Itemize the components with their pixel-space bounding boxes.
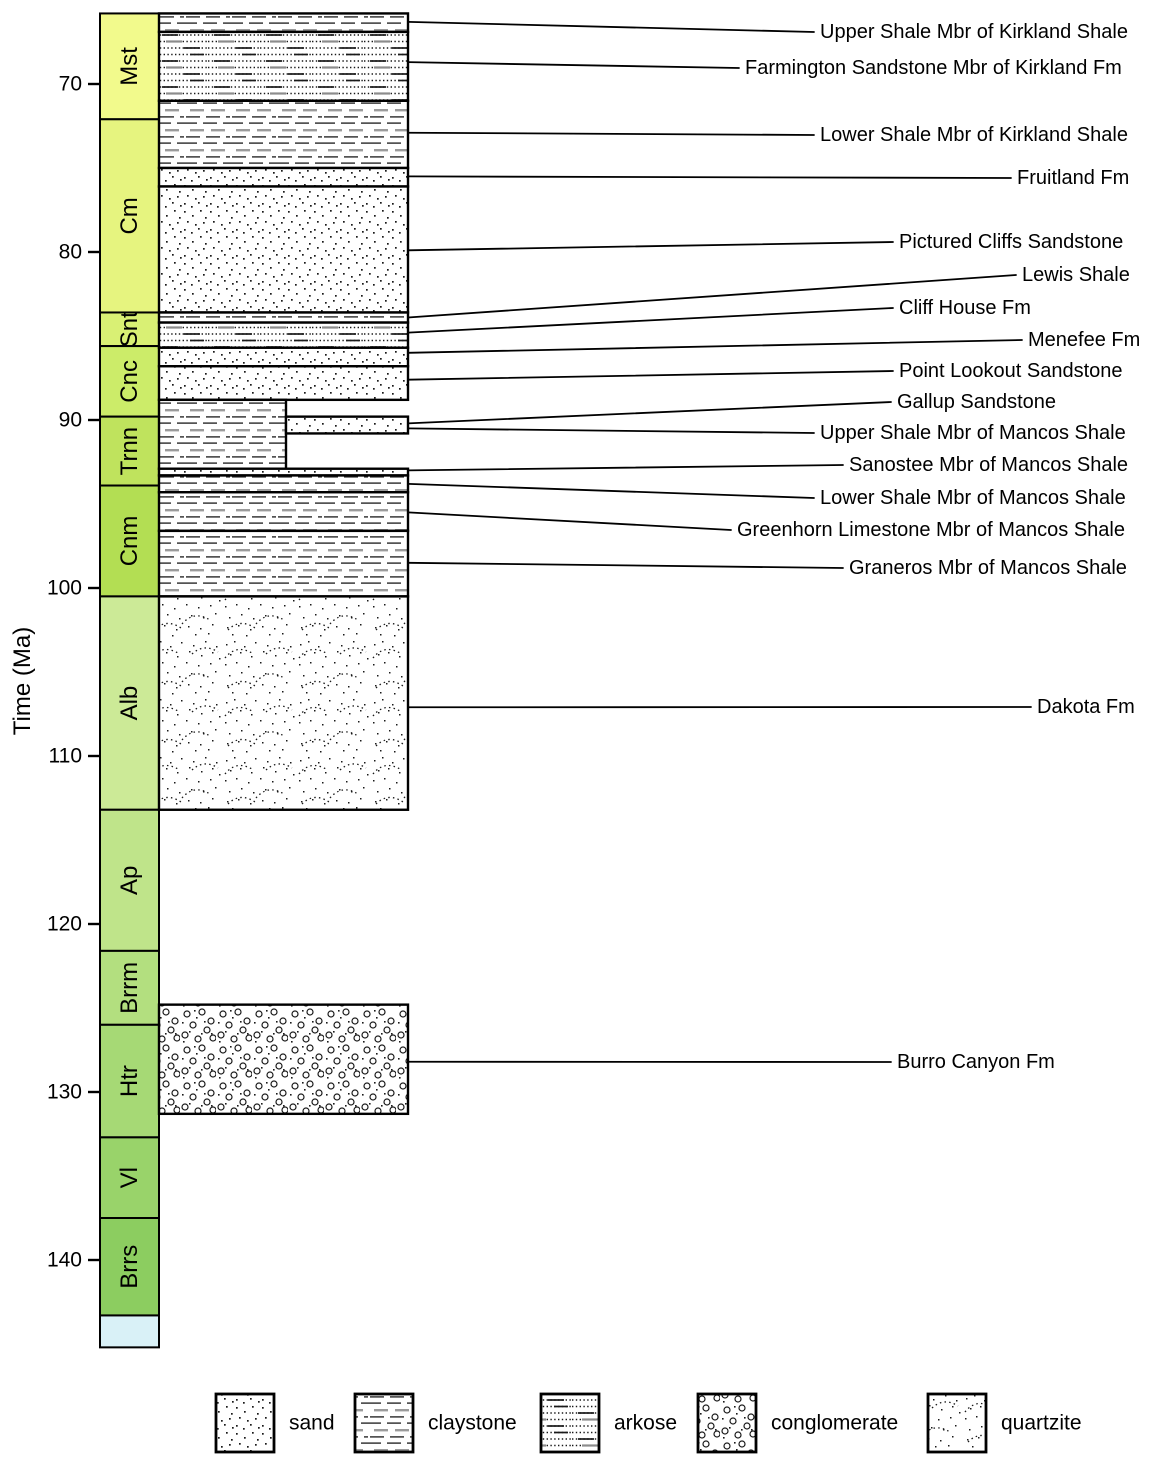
legend-swatch-conglomerate [696,1392,758,1454]
legend-label: conglomerate [771,1412,898,1435]
legend: sand claystone arkose conglomerate quartzite [214,1392,1082,1454]
lithology-box-claystone [157,529,410,598]
lithology-box-claystone [157,12,410,34]
leader-line [407,175,1012,179]
stage-label: Snt [116,311,143,347]
leader-line [407,131,815,136]
stage-label: Htr [116,1065,143,1097]
leader-line [407,482,815,499]
formation-label: Dakota Fm [1037,696,1135,718]
lithology-box-sand [157,166,410,188]
y-axis-title: Time (Ma) [9,627,36,735]
lithology-box-sand [284,415,410,435]
lithology-box-arkose [157,321,410,349]
stage-band [99,1314,160,1349]
axis-tick-label: 70 [59,73,82,96]
formation-label: Upper Shale Mbr of Mancos Shale [820,422,1126,444]
stage-label: Alb [116,686,143,721]
axis-tick-label: 140 [47,1249,82,1272]
stage-band [99,1136,160,1219]
stage-label: Cnm [116,516,143,567]
leader-line [407,274,1017,319]
formation-label: Menefee Fm [1028,329,1140,351]
leader-lines [407,20,1032,1063]
leader-line [407,464,844,472]
stage-label: Mst [116,47,143,86]
lithology-box-claystone [157,398,288,470]
stage-label: Brrm [116,962,143,1014]
stage-label: Vl [116,1167,143,1188]
leader-line [407,511,732,531]
y-axis: 70 80 90 100 110 120 130 140 [47,73,100,1272]
stage-column: Mst Cm Snt Cnc Trnn Cnm Alb Ap Brrm Htr Vl Brrs [99,12,160,1349]
formation-label: Pictured Cliffs Sandstone [899,231,1123,253]
legend-swatch-quartzite [926,1392,988,1454]
lithology-box-quartzite [157,595,410,811]
axis-tick-label: 90 [59,409,82,432]
leader-line [407,307,894,334]
axis-tick-label: 80 [59,241,82,264]
legend-swatch-claystone [353,1392,415,1454]
formation-label: Lower Shale Mbr of Mancos Shale [820,487,1126,509]
formation-label: Upper Shale Mbr of Kirkland Shale [820,21,1128,43]
stage-label: Cm [116,197,143,234]
leader-line [407,61,740,69]
lithology-box-claystone [157,474,410,494]
lithology-box-arkose [157,30,410,102]
axis-tick-label: 110 [49,745,82,768]
formation-label: Lower Shale Mbr of Kirkland Shale [820,124,1128,146]
stage-label: Trnn [116,427,143,475]
lithology-boxes [157,12,410,1116]
formation-label: Point Lookout Sandstone [899,360,1123,382]
legend-label: claystone [428,1412,517,1435]
stage-label: Ap [116,866,143,895]
stage-label: Brrs [116,1245,143,1289]
axis-tick-label: 100 [47,577,82,600]
stage-band [99,484,160,598]
lithology-box-claystone [157,311,410,324]
stage-band [99,595,160,811]
legend-label: sand [289,1412,335,1435]
formation-label: Lewis Shale [1022,264,1130,286]
leader-line [407,370,894,381]
formation-label: Burro Canyon Fm [897,1051,1055,1073]
axis-tick-label: 120 [47,913,82,936]
formation-labels: Upper Shale Mbr of Kirkland Shale Farming… [737,21,1140,1073]
formation-label: Cliff House Fm [899,297,1031,319]
leader-line [407,427,815,434]
lithology-box-sand [157,365,410,402]
lithology-box-conglomerate [157,1003,410,1116]
legend-swatch-arkose [539,1392,601,1454]
legend-swatch-sand [214,1392,276,1454]
stage-label: Cnc [116,360,143,403]
formation-label: Sanostee Mbr of Mancos Shale [849,454,1128,476]
lithology-box-claystone [157,99,410,170]
axis-tick-label: 130 [47,1081,82,1104]
lithology-box-sand [157,346,410,368]
leader-line [407,241,894,252]
lithology-box-sand [157,185,410,314]
legend-label: quartzite [1001,1412,1082,1435]
formation-label: Fruitland Fm [1017,167,1129,189]
legend-label: arkose [614,1412,677,1435]
formation-label: Gallup Sandstone [897,391,1056,413]
lithology-box-claystone [157,491,410,533]
leader-line [407,401,892,425]
formation-label: Greenhorn Limestone Mbr of Mancos Shale [737,519,1125,541]
formation-label: Farmington Sandstone Mbr of Kirkland Fm [745,57,1122,79]
leader-line [407,561,844,569]
leader-line [407,339,1023,354]
formation-label: Graneros Mbr of Mancos Shale [849,557,1127,579]
leader-line [407,20,815,33]
stage-band [99,808,160,952]
stage-band [99,12,160,121]
